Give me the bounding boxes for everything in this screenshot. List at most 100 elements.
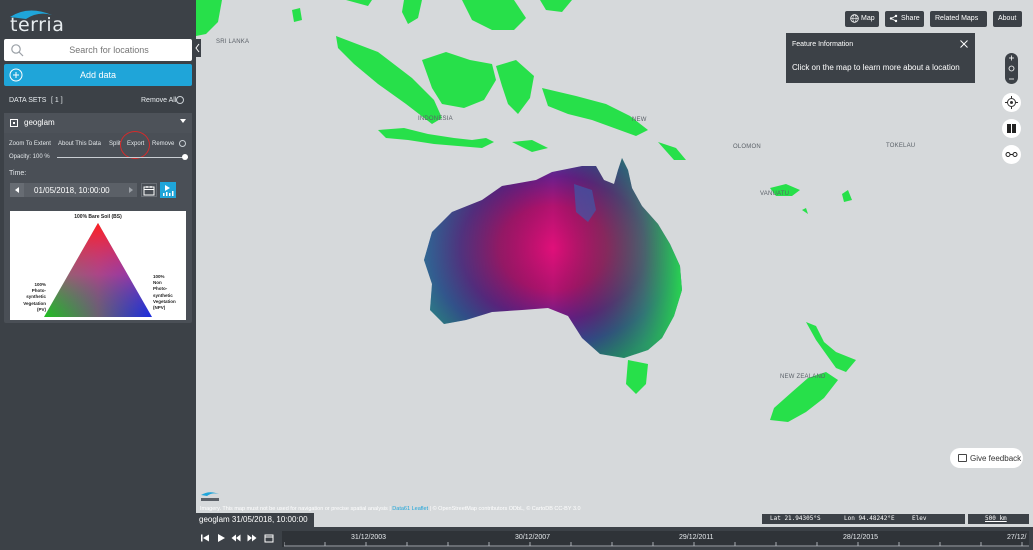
legend-npv-line: 100% (153, 274, 165, 279)
scale-bar: 500 km (968, 514, 1029, 524)
legend-npv-line: Photo- (153, 286, 168, 292)
map-settings-button[interactable]: Map (845, 11, 879, 27)
feature-info-title: Feature Information (792, 41, 854, 48)
legend-pv-line: Vegetation (23, 300, 46, 306)
legend-npv-line: (NPV) (153, 305, 166, 311)
my-location-button[interactable] (1002, 93, 1021, 112)
remove-button[interactable]: Remove (152, 141, 175, 147)
skip-back-icon[interactable] (200, 533, 210, 543)
data61-link[interactable]: Data61 (392, 506, 411, 512)
dataset-visibility-checkbox[interactable] (10, 119, 18, 127)
play-icon[interactable] (216, 533, 226, 543)
legend-npv-line: Vegetation (153, 298, 176, 304)
chevron-down-icon[interactable] (180, 119, 186, 123)
legend-npv-line: synthetic (153, 292, 173, 298)
map-label-sri-lanka: SRI LANKA (216, 39, 250, 45)
legend-npv-line: Non (153, 280, 162, 286)
give-feedback-label: Give feedback (970, 454, 1022, 463)
timeline-date: 30/12/2007 (515, 534, 551, 541)
about-button[interactable]: About (993, 11, 1022, 27)
split-view-button[interactable] (1002, 119, 1021, 138)
datasets-header: DATA SETS [ 1 ] Remove All (0, 93, 196, 109)
timeline-current-label: geoglam 31/05/2018, 10:00:00 (196, 513, 314, 527)
map-label-new: NEW (632, 117, 647, 123)
time-selector[interactable]: 01/05/2018, 10:00:00 (10, 183, 137, 197)
next-time-button[interactable] (124, 183, 137, 197)
datasets-title: DATA SETS (9, 97, 47, 104)
logo-text: terria (10, 14, 65, 36)
split-icon (1007, 124, 1016, 133)
calendar-icon[interactable] (264, 533, 274, 543)
map-label-vanuatu: VANUATU (760, 191, 790, 197)
share-icon (889, 14, 898, 23)
map-canvas[interactable] (196, 0, 1033, 527)
timeline: 31/12/2003 30/12/2007 29/12/2011 28/12/2… (196, 527, 1033, 550)
share-button-label: Share (901, 15, 920, 22)
timeline-date: 28/12/2015 (843, 534, 879, 541)
remove-icon[interactable] (179, 140, 186, 147)
legend: 100% Bare Soil (BS) 100% Photo- syntheti… (10, 211, 186, 320)
opacity-slider[interactable] (57, 157, 188, 158)
step-back-icon[interactable] (231, 533, 241, 543)
collapse-sidebar-button[interactable] (194, 39, 201, 57)
map-view[interactable]: INDONESIA OLOMON TOKELAU VANUATU NEW ZEA… (196, 0, 1033, 527)
step-forward-icon[interactable] (247, 533, 257, 543)
search-input[interactable] (30, 39, 188, 61)
add-data-label: Add data (79, 70, 117, 80)
give-feedback-button[interactable]: Give feedback (950, 448, 1023, 468)
longitude: Lon 94.48242°E (844, 515, 895, 522)
remove-all-icon[interactable] (176, 96, 184, 104)
coordinates-readout: Lat 21.94305°S Lon 94.48242°E Elev (762, 514, 965, 524)
legend-pv-line: (PV) (37, 306, 46, 312)
new-zealand (770, 322, 856, 422)
zoom-to-extent-button[interactable]: Zoom To Extent (9, 141, 51, 147)
search-box[interactable] (4, 39, 192, 61)
leaflet-link[interactable]: Leaflet (411, 506, 429, 512)
dataset-header[interactable]: geoglam (4, 113, 192, 133)
sidebar: terria Add data DATA SETS [ 1 ] Remove A… (0, 0, 196, 550)
timeline-current-text: geoglam 31/05/2018, 10:00:00 (199, 515, 308, 524)
legend-npv-label: 100% Non Photo- synthetic Vegetation (NP… (153, 274, 183, 311)
export-highlight-circle (120, 131, 150, 159)
map-button-label: Map (861, 15, 875, 22)
split-button[interactable]: Split (109, 141, 121, 147)
timeline-axis (284, 542, 1029, 547)
timeline-track[interactable]: 31/12/2003 30/12/2007 29/12/2011 28/12/2… (282, 531, 1029, 547)
legend-pv-label: 100% Photo- synthetic Vegetation (PV) (16, 282, 46, 313)
calendar-icon (143, 186, 155, 196)
share-button[interactable]: Share (885, 11, 924, 27)
add-data-button[interactable]: Add data (4, 64, 192, 86)
plus-circle-icon (9, 68, 23, 82)
calendar-button[interactable] (141, 183, 157, 197)
previous-time-button[interactable] (10, 183, 24, 197)
opacity-slider-thumb[interactable] (182, 154, 188, 160)
remove-all-button[interactable]: Remove All (141, 97, 177, 104)
legend-bare-soil-label: 100% Bare Soil (BS) (74, 214, 122, 220)
timeline-date: 29/12/2011 (679, 534, 714, 541)
about-label: About (998, 15, 1017, 22)
globe-icon (850, 14, 859, 23)
map-label-solomon: OLOMON (733, 144, 761, 150)
datasets-count: [ 1 ] (51, 97, 63, 104)
related-maps-button[interactable]: Related Maps (930, 11, 987, 27)
zoom-control[interactable] (1005, 53, 1018, 84)
feature-info-panel: Feature Information Click on the map to … (786, 33, 975, 83)
timeline-chart-icon (163, 185, 174, 196)
map-label-new-zealand: NEW ZEALAND (780, 374, 826, 380)
measure-tool-button[interactable] (1002, 145, 1021, 164)
close-icon[interactable] (960, 40, 968, 48)
about-this-data-button[interactable]: About This Data (58, 141, 101, 147)
legend-pv-line: 100% (34, 282, 46, 287)
legend-pv-line: Photo- (31, 288, 46, 294)
scale-label: 500 km (985, 515, 1007, 522)
map-credits: Imagery. This map must not be used for n… (200, 506, 581, 512)
islands-north (196, 0, 852, 214)
chevron-left-icon (195, 43, 200, 53)
australia (424, 158, 682, 394)
credits-text: Imagery. This map must not be used for n… (200, 506, 391, 512)
dataset-actions: Zoom To Extent About This Data Split Exp… (9, 140, 189, 151)
credits-rest: | © OpenStreetMap contributors ODbL, © C… (429, 506, 581, 512)
time-label: Time: (9, 170, 27, 177)
timeline-toggle-button[interactable] (160, 182, 176, 198)
